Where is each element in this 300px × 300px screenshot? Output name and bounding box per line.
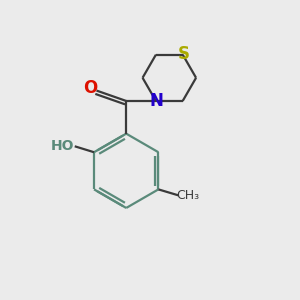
Text: N: N <box>149 92 163 110</box>
Text: CH₃: CH₃ <box>177 189 200 203</box>
Text: O: O <box>83 79 98 97</box>
Text: HO: HO <box>50 139 74 153</box>
Text: S: S <box>178 45 190 63</box>
